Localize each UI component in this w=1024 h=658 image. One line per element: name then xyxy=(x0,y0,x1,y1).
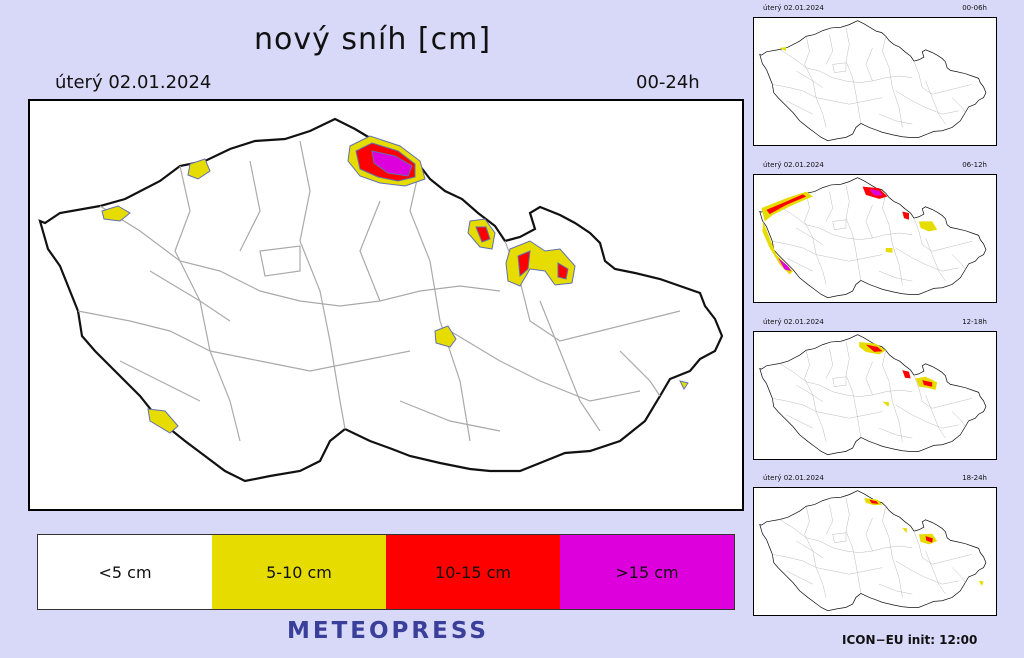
panel-map xyxy=(753,487,997,616)
panel-period: 00-06h xyxy=(962,4,987,12)
panel-00-06: úterý 02.01.2024 00-06h xyxy=(753,4,997,146)
legend-item-5-10: 5-10 cm xyxy=(212,535,386,609)
panel-06-12: úterý 02.01.2024 06-12h xyxy=(753,161,997,303)
panel-map xyxy=(753,17,997,146)
panel-period: 06-12h xyxy=(962,161,987,169)
legend-item-10-15: 10-15 cm xyxy=(386,535,560,609)
brand-logo: METEOPRESS xyxy=(287,618,489,644)
snow-areas xyxy=(101,135,689,434)
panel-map xyxy=(753,174,997,303)
map-title: nový sníh [cm] xyxy=(253,22,492,57)
forecast-date: úterý 02.01.2024 xyxy=(55,72,212,93)
panel-date: úterý 02.01.2024 xyxy=(763,4,824,12)
panel-18-24: úterý 02.01.2024 18-24h xyxy=(753,474,997,616)
panel-period: 18-24h xyxy=(962,474,987,482)
legend-item-lt5: <5 cm xyxy=(38,535,212,609)
panel-date: úterý 02.01.2024 xyxy=(763,161,824,169)
main-snow-map xyxy=(28,99,744,511)
model-info: ICON−EU init: 12:00 xyxy=(842,633,978,647)
forecast-period: 00-24h xyxy=(636,72,700,93)
panel-date: úterý 02.01.2024 xyxy=(763,474,824,482)
legend-item-gt15: >15 cm xyxy=(560,535,734,609)
panel-period: 12-18h xyxy=(962,318,987,326)
snow-legend: <5 cm 5-10 cm 10-15 cm >15 cm xyxy=(37,534,735,610)
panel-date: úterý 02.01.2024 xyxy=(763,318,824,326)
panel-map xyxy=(753,331,997,460)
panel-12-18: úterý 02.01.2024 12-18h xyxy=(753,318,997,460)
